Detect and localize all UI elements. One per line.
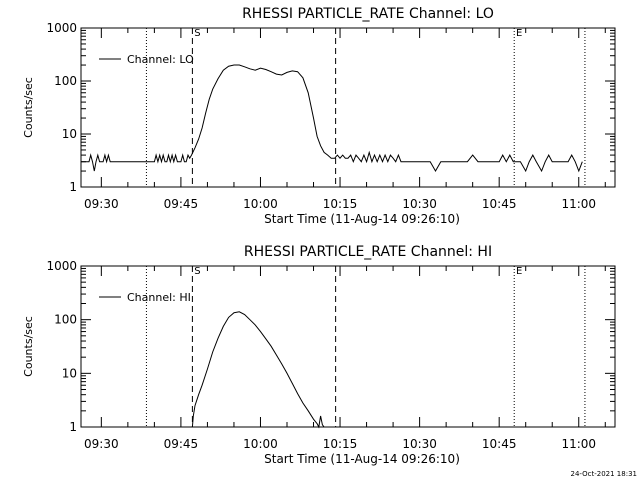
marker-label-s-lo: S: [194, 28, 200, 39]
y-tick-label-hi: 1: [69, 420, 77, 434]
y-axis-label-lo: Counts/sec: [22, 77, 35, 138]
x-tick-label-lo: 09:45: [164, 197, 199, 211]
series-line-hi: [191, 311, 325, 429]
x-axis-label-lo: Start Time (11-Aug-14 09:26:10): [264, 212, 460, 226]
chart-panel-hi: RHESSI PARTICLE_RATE Channel: HI Counts/s…: [22, 244, 616, 466]
y-tick-label-hi: 100: [54, 313, 77, 327]
x-axis-label-hi: Start Time (11-Aug-14 09:26:10): [264, 452, 460, 466]
y-tick-label-lo: 1: [69, 180, 77, 194]
y-tick-label-lo: 10: [62, 127, 77, 141]
y-tick-label-hi: 10: [62, 366, 77, 380]
y-tick-label-hi: 1000: [46, 259, 77, 273]
y-tick-label-lo: 1000: [46, 21, 77, 35]
x-tick-label-lo: 09:30: [84, 197, 119, 211]
y-axis-label-hi: Counts/sec: [22, 316, 35, 377]
generation-timestamp: 24-Oct-2021 18:31: [571, 470, 637, 478]
plot-frame-lo: [80, 27, 616, 188]
x-tick-label-hi: 10:00: [243, 437, 278, 451]
y-tick-label-lo: 100: [54, 74, 77, 88]
marker-label-s-hi: S: [194, 266, 200, 277]
x-tick-label-lo: 10:15: [323, 197, 358, 211]
x-tick-label-hi: 10:45: [482, 437, 517, 451]
legend-label-lo: Channel: LO: [127, 53, 194, 66]
x-tick-label-hi: 10:30: [402, 437, 437, 451]
x-tick-label-lo: 10:45: [482, 197, 517, 211]
plot-frame-hi: [80, 265, 616, 428]
marker-label-e-hi: E: [516, 266, 522, 277]
x-tick-label-lo: 10:00: [243, 197, 278, 211]
x-tick-label-hi: 10:15: [323, 437, 358, 451]
x-tick-label-hi: 11:00: [561, 437, 596, 451]
x-tick-label-hi: 09:30: [84, 437, 119, 451]
x-tick-label-hi: 09:45: [164, 437, 199, 451]
chart-title-lo: RHESSI PARTICLE_RATE Channel: LO: [242, 6, 494, 22]
marker-label-e-lo: E: [516, 28, 522, 39]
legend-label-hi: Channel: HI: [127, 291, 191, 304]
chart-title-hi: RHESSI PARTICLE_RATE Channel: HI: [244, 244, 492, 260]
x-tick-label-lo: 11:00: [561, 197, 596, 211]
chart-panel-lo: RHESSI PARTICLE_RATE Channel: LO Counts/s…: [22, 6, 616, 226]
series-line-lo: [81, 64, 583, 173]
x-tick-label-lo: 10:30: [402, 197, 437, 211]
